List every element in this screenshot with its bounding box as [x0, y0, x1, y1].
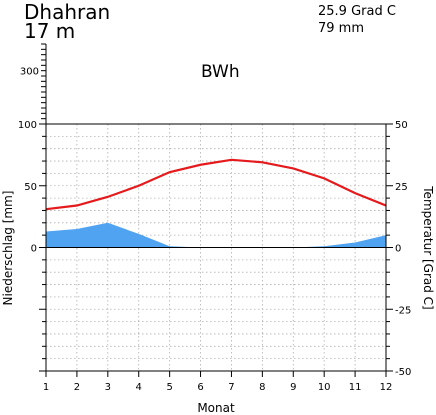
x-tick-label: 5	[166, 382, 172, 393]
x-tick-label: 10	[318, 382, 331, 393]
mean-temperature: 25.9 Grad C	[318, 4, 396, 19]
left-tick-label: 0	[31, 244, 37, 255]
right-tick-label: 25	[395, 182, 408, 193]
x-tick-label: 11	[349, 382, 362, 393]
x-tick-label: 4	[136, 382, 142, 393]
right-tick-label: -25	[395, 305, 411, 316]
left-tick-label: 100	[18, 120, 37, 131]
annual-precipitation: 79 mm	[318, 21, 365, 36]
left-axis-title: Niederschlag [mm]	[1, 191, 15, 306]
station-name: Dhahran	[24, 0, 111, 24]
right-axis-title: Temperatur [Grad C]	[421, 185, 435, 309]
right-tick-label: 0	[395, 244, 401, 255]
axis-ticks	[39, 43, 393, 377]
x-tick-label: 1	[43, 382, 49, 393]
x-tick-label: 12	[380, 382, 393, 393]
precipitation-area	[46, 222, 386, 248]
right-tick-label: -50	[395, 367, 411, 378]
climate-class: BWh	[201, 62, 240, 82]
x-tick-label: 7	[228, 382, 234, 393]
right-tick-label: 50	[395, 120, 408, 131]
x-tick-label: 8	[259, 382, 265, 393]
upper-tick-label: 300	[20, 67, 39, 78]
left-tick-label: 50	[24, 182, 37, 193]
x-axis-title: Monat	[197, 401, 235, 415]
temperature-line	[45, 158, 387, 211]
x-tick-label: 3	[105, 382, 111, 393]
x-tick-label: 9	[290, 382, 296, 393]
x-tick-label: 2	[74, 382, 80, 393]
x-tick-label: 6	[197, 382, 203, 393]
station-elevation: 17 m	[24, 19, 76, 43]
